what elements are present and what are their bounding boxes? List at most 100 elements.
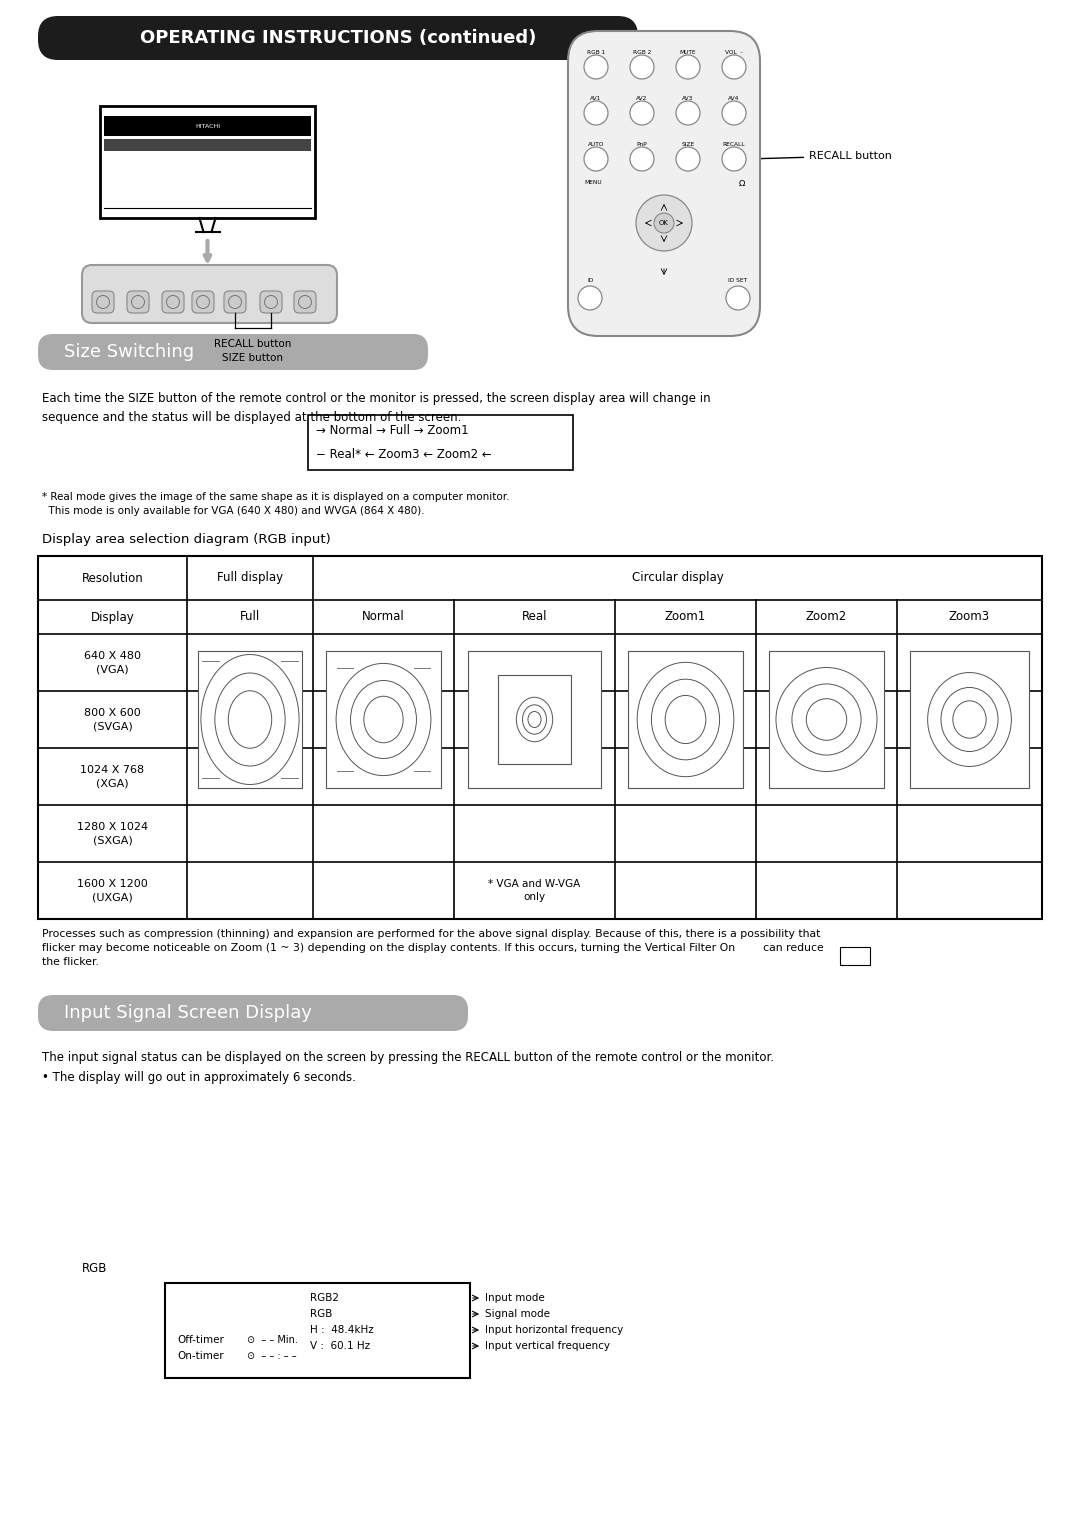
Text: OPERATING INSTRUCTIONS (continued): OPERATING INSTRUCTIONS (continued) [139, 29, 536, 47]
Text: RGB: RGB [310, 1309, 333, 1319]
Text: Real: Real [522, 611, 548, 623]
FancyBboxPatch shape [38, 335, 428, 370]
Bar [769, 651, 885, 788]
Circle shape [630, 147, 654, 171]
Text: Each time the SIZE button of the remote control or the monitor is pressed, the s: Each time the SIZE button of the remote … [42, 393, 711, 423]
Text: Off-timer: Off-timer [177, 1335, 224, 1345]
Text: → Normal → Full → Zoom1: → Normal → Full → Zoom1 [316, 423, 469, 437]
Text: AV4: AV4 [728, 96, 740, 101]
Text: 1280 X 1024
(SXGA): 1280 X 1024 (SXGA) [77, 822, 148, 845]
Text: − Real* ← Zoom3 ← Zoom2 ←: − Real* ← Zoom3 ← Zoom2 ← [316, 449, 491, 461]
Circle shape [584, 55, 608, 79]
Text: Input mode: Input mode [485, 1293, 544, 1303]
FancyBboxPatch shape [92, 290, 114, 313]
FancyBboxPatch shape [162, 290, 184, 313]
Circle shape [676, 55, 700, 79]
Text: Input Signal Screen Display: Input Signal Screen Display [64, 1004, 312, 1022]
Circle shape [578, 286, 602, 310]
Text: Display: Display [91, 611, 134, 623]
FancyBboxPatch shape [260, 290, 282, 313]
Circle shape [723, 147, 746, 171]
Circle shape [584, 101, 608, 125]
Circle shape [676, 101, 700, 125]
Text: SIZE button: SIZE button [578, 108, 680, 119]
Text: ID SET: ID SET [728, 278, 747, 284]
Bar [469, 651, 600, 788]
Text: Circular display: Circular display [632, 571, 724, 585]
Text: SIZE button: SIZE button [222, 353, 283, 364]
Text: Processes such as compression (thinning) and expansion are performed for the abo: Processes such as compression (thinning)… [42, 929, 824, 967]
Text: OK: OK [659, 220, 669, 226]
Text: SIZE: SIZE [681, 142, 694, 148]
Bar [104, 139, 311, 151]
Circle shape [676, 147, 700, 171]
Text: The input signal status can be displayed on the screen by pressing the RECALL bu: The input signal status can be displayed… [42, 1051, 774, 1063]
Bar [165, 1284, 470, 1378]
Text: 1024 X 768
(XGA): 1024 X 768 (XGA) [80, 766, 145, 788]
Text: MUTE: MUTE [679, 49, 697, 55]
Text: ID: ID [586, 278, 593, 284]
Bar [840, 947, 870, 966]
Circle shape [636, 196, 692, 251]
Text: Normal: Normal [362, 611, 405, 623]
Bar [38, 556, 1042, 918]
Text: ⊙  – – Min.: ⊙ – – Min. [247, 1335, 298, 1345]
Bar [498, 675, 571, 764]
Text: Full display: Full display [217, 571, 283, 585]
Circle shape [726, 286, 750, 310]
Text: Zoom1: Zoom1 [665, 611, 706, 623]
Text: Zoom2: Zoom2 [806, 611, 847, 623]
FancyBboxPatch shape [127, 290, 149, 313]
Text: • The display will go out in approximately 6 seconds.: • The display will go out in approximate… [42, 1071, 356, 1083]
Text: Input horizontal frequency: Input horizontal frequency [485, 1325, 623, 1335]
FancyBboxPatch shape [568, 31, 760, 336]
Text: Size Switching: Size Switching [64, 342, 194, 361]
Bar [104, 116, 311, 136]
FancyBboxPatch shape [192, 290, 214, 313]
Bar [308, 416, 573, 471]
Text: VOL  -: VOL - [725, 49, 743, 55]
Text: AV2: AV2 [636, 96, 648, 101]
Text: AV1: AV1 [591, 96, 602, 101]
Circle shape [723, 55, 746, 79]
Circle shape [654, 212, 674, 232]
Text: * Real mode gives the image of the same shape as it is displayed on a computer m: * Real mode gives the image of the same … [42, 492, 510, 516]
Bar [627, 651, 743, 788]
Text: 800 X 600
(SVGA): 800 X 600 (SVGA) [84, 707, 140, 730]
Text: MENU: MENU [584, 180, 602, 185]
Text: Ω: Ω [739, 179, 745, 188]
Circle shape [630, 101, 654, 125]
Text: PnP: PnP [636, 142, 647, 148]
Circle shape [630, 55, 654, 79]
Text: RGB 2: RGB 2 [633, 49, 651, 55]
FancyBboxPatch shape [38, 15, 638, 60]
Text: AUTO: AUTO [588, 142, 604, 148]
Text: HITACHI: HITACHI [194, 124, 220, 128]
Circle shape [584, 147, 608, 171]
Text: Display area selection diagram (RGB input): Display area selection diagram (RGB inpu… [42, 533, 330, 545]
Text: * VGA and W-VGA
only: * VGA and W-VGA only [488, 879, 581, 902]
Text: Zoom3: Zoom3 [949, 611, 990, 623]
Text: AV3: AV3 [683, 96, 693, 101]
Text: H :  48.4kHz: H : 48.4kHz [310, 1325, 374, 1335]
Text: RGB 1: RGB 1 [586, 49, 605, 55]
Text: RECALL: RECALL [723, 142, 745, 148]
Text: ⊙  – – : – –: ⊙ – – : – – [247, 1351, 297, 1361]
FancyBboxPatch shape [224, 290, 246, 313]
Text: On-timer: On-timer [177, 1351, 224, 1361]
FancyBboxPatch shape [294, 290, 316, 313]
Text: RECALL button: RECALL button [214, 339, 292, 348]
Text: Full: Full [240, 611, 260, 623]
Text: Signal mode: Signal mode [485, 1309, 550, 1319]
Text: RGB2: RGB2 [310, 1293, 339, 1303]
Text: V :  60.1 Hz: V : 60.1 Hz [310, 1342, 370, 1351]
Bar [199, 651, 301, 788]
FancyBboxPatch shape [82, 264, 337, 322]
Text: 640 X 480
(VGA): 640 X 480 (VGA) [84, 651, 141, 674]
Text: Resolution: Resolution [82, 571, 144, 585]
Bar [910, 651, 1029, 788]
Bar [100, 105, 315, 219]
Circle shape [723, 101, 746, 125]
FancyBboxPatch shape [38, 995, 468, 1031]
Bar [326, 651, 442, 788]
